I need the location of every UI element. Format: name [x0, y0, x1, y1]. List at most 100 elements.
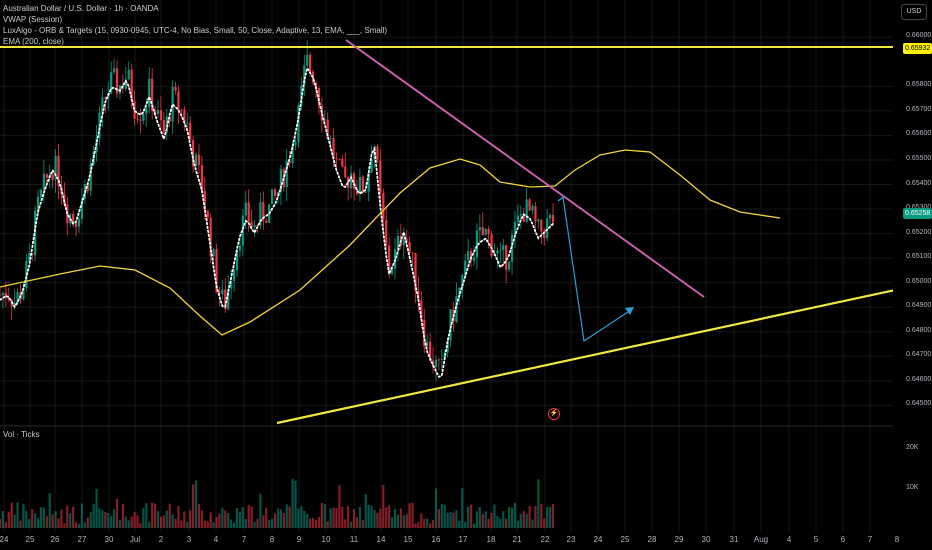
volume-bars: [0, 478, 555, 528]
candle-body: [434, 359, 438, 368]
candle-body: [36, 196, 40, 211]
volume-bar: [382, 484, 385, 528]
volume-bar: [344, 519, 347, 528]
resistance-price-tag: 0.65932: [903, 43, 932, 54]
price-axis[interactable]: [893, 0, 932, 550]
candle-body: [148, 78, 151, 108]
candle-body: [80, 199, 84, 219]
candle-body: [113, 68, 116, 73]
candle-body: [464, 260, 467, 276]
candle-body: [335, 158, 338, 160]
candle-body: [51, 174, 54, 180]
volume-bar: [83, 522, 86, 528]
candle-body: [467, 250, 470, 261]
volume-legend: Vol · Ticks: [3, 430, 40, 439]
time-tick-label: 7: [241, 535, 247, 544]
volume-bar: [13, 514, 16, 528]
volume-bar: [77, 523, 81, 528]
currency-button[interactable]: USD: [901, 4, 927, 20]
volume-bar: [525, 513, 528, 528]
candle-body: [402, 239, 405, 246]
candle-body: [469, 250, 473, 261]
candle-body: [379, 160, 382, 193]
volume-bar: [54, 511, 57, 528]
volume-bar: [28, 519, 31, 528]
price-tick-label: 0.64900: [906, 302, 932, 310]
volume-bar: [104, 511, 107, 528]
time-tick-label: 6: [840, 535, 846, 544]
volume-bar: [95, 488, 98, 528]
candle-body: [0, 294, 2, 296]
candle-body: [180, 109, 183, 111]
price-tick-label: 0.64700: [906, 351, 932, 359]
volume-bar: [174, 518, 177, 528]
candle-body: [309, 54, 312, 72]
volume-bar: [256, 518, 259, 528]
volume-bar: [513, 502, 517, 528]
volume-bar: [244, 518, 247, 528]
candle-body: [74, 222, 78, 227]
volume-bar: [10, 502, 13, 528]
volume-bar: [426, 518, 429, 528]
volume-bar: [431, 520, 435, 528]
volume-bar: [89, 512, 92, 528]
candle-body: [320, 105, 323, 121]
candle-body: [1, 292, 5, 296]
volume-bar: [355, 517, 359, 528]
candle-body: [130, 69, 133, 102]
volume-bar: [437, 509, 440, 528]
candle-body: [183, 109, 186, 124]
candle-body: [77, 218, 81, 227]
price-tick-label: 0.65200: [906, 228, 932, 236]
volume-bar: [309, 518, 312, 528]
price-tick-label: 0.65000: [906, 277, 932, 285]
volume-bar: [121, 504, 124, 528]
candle-body: [265, 220, 268, 223]
volume-bar: [367, 504, 370, 528]
time-tick-label: 28: [647, 535, 657, 544]
volume-bar: [253, 521, 256, 528]
volume-bar: [449, 512, 452, 528]
volume-bar: [390, 517, 394, 528]
volume-bar: [446, 512, 449, 528]
candle-body: [502, 245, 505, 251]
candle-body: [206, 210, 209, 218]
volume-bar: [7, 511, 10, 528]
price-tick-label: 0.65600: [906, 130, 932, 138]
volume-bar: [505, 518, 508, 528]
volume-bar: [110, 515, 113, 528]
candle-body: [227, 288, 230, 310]
volume-bar: [502, 511, 505, 528]
volume-tick-label: 10K: [906, 484, 919, 491]
candle-body: [162, 120, 165, 133]
volume-bar: [265, 507, 268, 528]
candle-body: [393, 249, 397, 269]
volume-bar: [206, 521, 209, 528]
candle-body: [385, 220, 388, 246]
candle-body: [350, 173, 353, 189]
volume-bar: [168, 503, 171, 528]
candle-body: [145, 107, 148, 114]
candle-body: [478, 227, 481, 231]
volume-bar: [487, 518, 490, 528]
candle-body: [273, 189, 277, 196]
volume-bar: [455, 510, 458, 528]
volume-bar: [171, 514, 174, 528]
time-tick-label: 27: [77, 535, 87, 544]
lightning-icon[interactable]: ⚡: [548, 408, 560, 420]
price-tick-label: 0.64500: [906, 400, 932, 408]
volume-bar: [516, 520, 519, 528]
time-tick-label: 24: [0, 535, 9, 544]
volume-bar: [153, 503, 157, 528]
candle-body: [338, 158, 341, 160]
candle-body: [186, 122, 189, 124]
candle-body: [291, 145, 294, 164]
candle-body: [241, 215, 244, 246]
candle-body: [288, 160, 291, 164]
volume-bar: [197, 503, 201, 528]
candle-body: [230, 281, 233, 289]
candle-body: [303, 65, 306, 86]
volume-bar: [101, 510, 104, 528]
candle-body: [481, 227, 484, 236]
